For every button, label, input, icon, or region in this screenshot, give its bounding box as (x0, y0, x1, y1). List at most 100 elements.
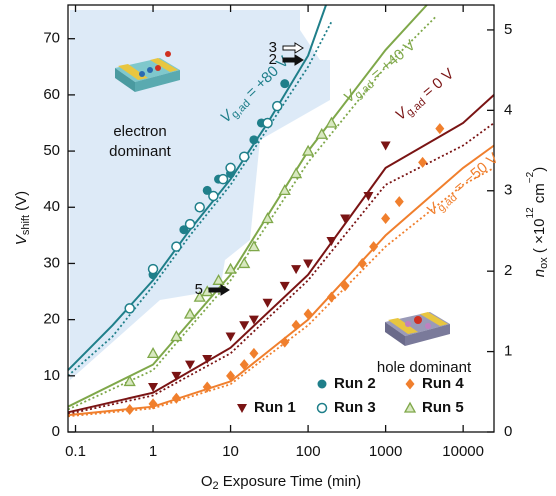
point (171, 371, 182, 381)
x-tick-label: 1000 (369, 443, 402, 460)
point (303, 308, 313, 320)
y-axis-label: Vshift (V) (13, 191, 32, 245)
fit-line (67, 4, 428, 408)
y2-tick-label: 0 (504, 423, 512, 440)
electron-region (70, 10, 330, 380)
point (303, 259, 314, 269)
point (291, 319, 301, 331)
point (381, 213, 391, 224)
y-tick-label: 70 (43, 30, 60, 47)
fit-line (67, 122, 495, 415)
point (194, 202, 205, 213)
arrow-label: 5 (195, 281, 203, 298)
point (171, 392, 181, 404)
x-axis-label-part: 2 (213, 480, 219, 492)
point (238, 151, 250, 162)
point (380, 141, 391, 151)
legend-swatch (317, 379, 327, 389)
point (225, 332, 236, 342)
y2-axis-label-part: 12 (525, 207, 536, 219)
x-axis-label-part: Exposure Time (min) (219, 473, 362, 490)
point (340, 214, 351, 224)
inset-hole (385, 312, 450, 346)
point (248, 315, 259, 325)
inset-electron (115, 51, 180, 92)
point (183, 307, 197, 319)
annotation-part: = 0 V (416, 65, 457, 103)
fit-line (67, 167, 495, 418)
x-axis-label: O2 Exposure Time (min) (201, 473, 361, 492)
point (435, 123, 445, 135)
fit-line (67, 4, 327, 371)
point (171, 241, 182, 252)
point (247, 240, 261, 252)
point (185, 360, 196, 370)
y-axis-label-part: V (13, 233, 30, 245)
point (226, 370, 236, 382)
plot-frame (67, 4, 495, 433)
point (394, 196, 404, 208)
point (202, 381, 212, 393)
point (262, 117, 273, 129)
y2-axis-label-part: ( ×10 (531, 218, 548, 257)
point (193, 290, 206, 302)
point (184, 218, 196, 230)
y-tick-label: 0 (52, 423, 60, 440)
point (291, 265, 302, 275)
y-tick-label: 10 (43, 367, 60, 384)
point (326, 291, 336, 303)
y-tick-label: 30 (43, 254, 60, 271)
point (325, 116, 338, 128)
y-tick-label: 40 (43, 198, 60, 215)
legend-label: Run 5 (422, 399, 464, 416)
x-axis-label-part: O (201, 473, 213, 490)
legend-swatch (316, 402, 328, 414)
point (217, 173, 229, 185)
point (224, 262, 237, 274)
legend-swatch (237, 404, 247, 413)
annotation: Vg,ad = 0 V (392, 65, 459, 125)
point (369, 241, 379, 253)
y-axis-label-part: shift (20, 215, 32, 235)
point (301, 144, 315, 156)
point (208, 190, 219, 202)
y2-tick-label: 4 (504, 101, 512, 118)
point (278, 184, 291, 196)
point (340, 280, 350, 292)
point (170, 330, 183, 342)
y2-tick-label: 3 (504, 182, 512, 199)
point (363, 192, 374, 202)
y-tick-label: 60 (43, 86, 60, 103)
y-axis-label-part: (V) (13, 191, 30, 215)
y2-tick-label: 2 (504, 262, 512, 279)
point (280, 336, 290, 348)
legend-label: Run 4 (422, 375, 464, 392)
point (123, 375, 136, 387)
point (249, 135, 259, 145)
point (225, 162, 236, 174)
point (315, 127, 328, 139)
y2-axis-label-part: −2 (525, 171, 536, 183)
fit-line (67, 94, 495, 414)
legend-swatch (405, 378, 415, 390)
point (147, 263, 159, 275)
region-label: hole dominant (377, 359, 472, 376)
point (418, 156, 428, 168)
point (262, 298, 273, 308)
point (249, 347, 259, 359)
y2-axis-label-part: cm (531, 183, 548, 207)
point (148, 398, 158, 410)
arrow (282, 42, 304, 54)
x-tick-label: 10000 (442, 443, 484, 460)
y2-axis-label-part: ox (538, 257, 550, 269)
arrow-label: 3 (269, 39, 277, 56)
x-tick-label: 100 (296, 443, 321, 460)
arrow-label: 2 (269, 51, 277, 68)
point (146, 347, 160, 358)
legend-swatch (403, 401, 417, 413)
y-tick-label: 20 (43, 311, 60, 328)
point (148, 383, 159, 393)
y2-axis-label-part: n (531, 269, 548, 277)
point (212, 273, 225, 285)
point (239, 359, 249, 371)
